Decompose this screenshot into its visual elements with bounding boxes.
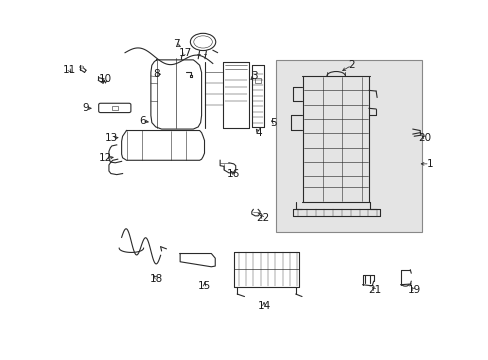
Bar [112, 107, 118, 110]
FancyBboxPatch shape [99, 103, 131, 113]
Text: 3: 3 [250, 71, 257, 81]
Text: 4: 4 [255, 129, 262, 138]
Text: 18: 18 [150, 274, 163, 284]
Text: 7: 7 [173, 40, 179, 49]
Text: 8: 8 [153, 69, 160, 79]
Text: 14: 14 [257, 301, 270, 311]
Text: 15: 15 [198, 281, 211, 291]
Text: 11: 11 [62, 64, 76, 75]
Text: 13: 13 [105, 133, 118, 143]
Text: 17: 17 [178, 48, 191, 58]
Text: 9: 9 [82, 103, 89, 113]
Text: 12: 12 [99, 153, 112, 163]
Bar [276, 60, 422, 232]
Text: 21: 21 [368, 285, 381, 296]
Text: 2: 2 [348, 60, 354, 70]
Text: 1: 1 [426, 159, 432, 169]
Text: 6: 6 [139, 116, 145, 126]
Bar [255, 78, 261, 83]
Ellipse shape [190, 33, 215, 50]
Text: 16: 16 [227, 168, 240, 179]
Text: 22: 22 [256, 213, 269, 222]
Text: 20: 20 [418, 133, 430, 143]
Text: 5: 5 [270, 118, 277, 128]
Text: 19: 19 [407, 285, 420, 296]
Text: 10: 10 [99, 74, 112, 84]
